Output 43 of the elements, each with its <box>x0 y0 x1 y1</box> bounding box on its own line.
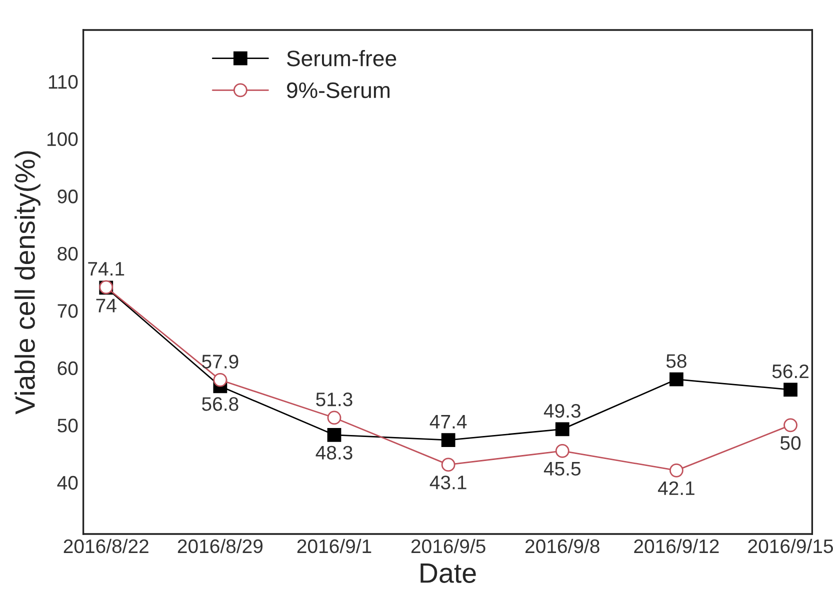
data-label: 74 <box>96 298 116 312</box>
y-tick-label: 50 <box>58 418 78 432</box>
data-label: 42.1 <box>658 481 694 495</box>
data-label: 49.3 <box>544 404 580 418</box>
y-tick-label: 60 <box>58 361 78 376</box>
y-tick-label: 80 <box>58 246 78 261</box>
data-label: 45.5 <box>544 462 580 476</box>
x-tick-label: 2016/9/5 <box>411 538 486 554</box>
legend-label: 9%-Serum <box>287 82 390 98</box>
data-label: 43.1 <box>430 476 466 490</box>
x-axis-title: Date <box>420 564 476 583</box>
data-label: 56.2 <box>772 364 808 378</box>
data-label: 50 <box>780 436 801 450</box>
point <box>441 433 456 448</box>
data-label: 47.4 <box>430 415 467 428</box>
x-tick-label: 2016/9/1 <box>297 538 372 554</box>
point <box>327 428 342 442</box>
y-tick-label: 90 <box>58 190 78 204</box>
data-label: 58 <box>666 354 686 368</box>
point <box>327 410 342 425</box>
x-tick-label: 2016/9/8 <box>526 538 600 554</box>
x-tick-label: 2016/8/29 <box>178 538 263 554</box>
x-tick-label: 2016/9/15 <box>748 538 833 554</box>
y-tick-label: 40 <box>57 476 78 490</box>
y-tick-label: 100 <box>47 132 78 146</box>
point <box>555 444 570 458</box>
point <box>669 463 684 478</box>
point <box>669 372 684 386</box>
legend-label: Serum-free <box>286 50 396 66</box>
point <box>213 372 228 387</box>
data-label: 74.1 <box>88 262 124 276</box>
point <box>555 422 570 436</box>
data-label: 51.3 <box>316 392 352 406</box>
point <box>784 382 798 397</box>
y-axis-title: Viable cell density(%) <box>14 151 40 414</box>
data-label: 56.8 <box>202 397 238 411</box>
y-tick-label: 110 <box>48 75 78 89</box>
x-tick-label: 2016/9/12 <box>634 538 719 554</box>
data-label: 57.9 <box>202 354 238 368</box>
data-label: 48.3 <box>316 446 352 460</box>
x-tick-label: 2016/8/22 <box>64 538 148 554</box>
point <box>441 458 456 472</box>
y-tick-label: 70 <box>58 304 78 318</box>
